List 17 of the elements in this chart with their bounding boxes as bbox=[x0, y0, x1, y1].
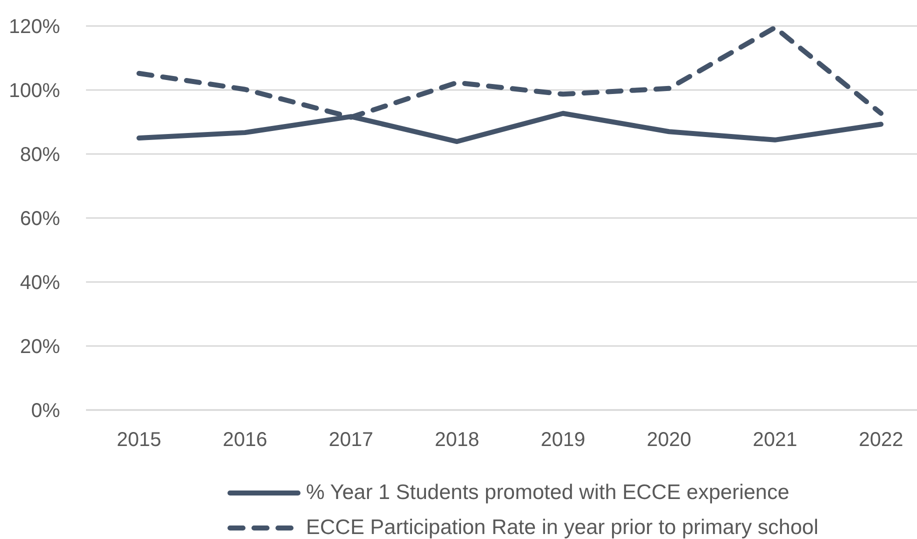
x-tick-label: 2015 bbox=[116, 429, 162, 452]
x-tick-label: 2019 bbox=[540, 429, 586, 452]
y-tick-label: 40% bbox=[20, 272, 60, 294]
y-tick-label: 120% bbox=[8, 16, 60, 38]
legend-label: % Year 1 Students promoted with ECCE experience bbox=[306, 480, 790, 506]
x-tick-label: 2016 bbox=[222, 429, 268, 452]
x-tick-label: 2022 bbox=[858, 429, 904, 452]
y-tick-label: 100% bbox=[8, 80, 60, 102]
y-tick-label: 60% bbox=[20, 208, 60, 230]
x-tick-label: 2017 bbox=[328, 429, 374, 452]
x-tick-label: 2021 bbox=[752, 429, 798, 452]
legend-label: ECCE Participation Rate in year prior to primary school bbox=[306, 515, 818, 539]
x-tick-label: 2018 bbox=[434, 429, 480, 452]
y-tick-label: 0% bbox=[31, 400, 60, 422]
x-tick-label: 2020 bbox=[646, 429, 692, 452]
y-tick-label: 80% bbox=[20, 144, 60, 166]
y-tick-label: 20% bbox=[20, 336, 60, 358]
